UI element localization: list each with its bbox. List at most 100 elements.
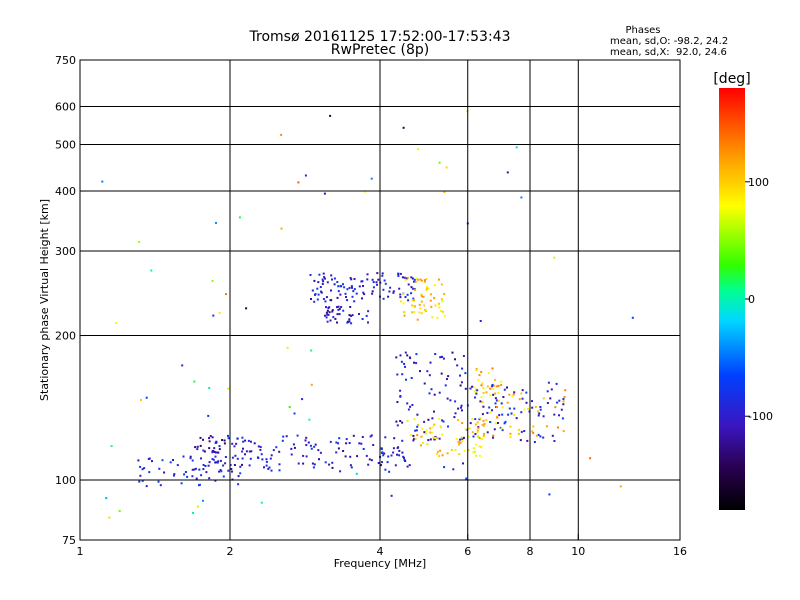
- echo-point: [532, 431, 535, 434]
- echo-point: [366, 278, 369, 281]
- echo-point: [459, 441, 462, 444]
- echo-point: [546, 390, 549, 393]
- echo-point: [280, 227, 283, 230]
- echo-point: [437, 278, 440, 281]
- echo-point: [361, 436, 364, 438]
- echo-point: [507, 413, 510, 416]
- echo-point: [337, 305, 340, 308]
- y-tick-label: 500: [55, 139, 76, 152]
- echo-point: [420, 295, 423, 298]
- echo-point: [481, 401, 484, 403]
- echo-point: [403, 314, 406, 317]
- echo-point: [497, 392, 500, 394]
- echo-point: [141, 468, 144, 471]
- echo-point: [407, 299, 410, 302]
- echo-point: [442, 420, 445, 423]
- echo-point: [332, 316, 335, 319]
- echo-point: [420, 312, 423, 315]
- echo-point: [487, 372, 490, 375]
- echo-point: [310, 298, 312, 300]
- echo-point: [432, 436, 435, 439]
- echo-point: [461, 409, 463, 412]
- echo-point: [438, 306, 441, 309]
- echo-point: [105, 497, 108, 500]
- echo-point: [478, 445, 481, 448]
- echo-point: [556, 401, 559, 404]
- echo-point: [431, 426, 434, 429]
- y-axis-label: Stationary phase Virtual Height [km]: [38, 199, 51, 401]
- echo-point: [158, 467, 161, 470]
- echo-point: [314, 293, 316, 296]
- echo-point: [497, 400, 500, 402]
- echo-point: [492, 436, 494, 439]
- echo-point: [558, 414, 560, 417]
- echo-point: [202, 449, 205, 452]
- echo-point: [619, 485, 622, 488]
- echo-point: [553, 256, 556, 259]
- echo-point: [208, 387, 211, 389]
- echo-point: [325, 296, 328, 299]
- echo-point: [536, 410, 539, 413]
- echo-point: [325, 306, 327, 309]
- echo-point: [399, 296, 402, 299]
- echo-point: [439, 425, 442, 428]
- echo-point: [249, 457, 252, 460]
- echo-point: [215, 221, 217, 224]
- echo-point: [415, 429, 418, 432]
- echo-point: [498, 414, 501, 417]
- echo-point: [151, 460, 153, 463]
- echo-point: [545, 425, 548, 428]
- echo-point: [324, 461, 327, 464]
- x-tick-label: 16: [673, 545, 687, 558]
- echo-point: [316, 287, 319, 290]
- echo-point: [212, 314, 215, 317]
- echo-point: [500, 380, 503, 383]
- echo-point: [293, 446, 296, 449]
- echo-point: [495, 399, 498, 402]
- echo-point: [220, 470, 223, 473]
- echo-point: [434, 353, 437, 355]
- echo-point: [412, 434, 415, 437]
- echo-point: [501, 406, 504, 409]
- echo-point: [525, 401, 528, 404]
- echo-point: [389, 286, 392, 289]
- echo-point: [411, 277, 414, 280]
- echo-point: [331, 309, 334, 312]
- echo-point: [419, 278, 422, 281]
- echo-point: [510, 412, 513, 415]
- echo-point: [427, 439, 430, 442]
- echo-point: [293, 412, 296, 415]
- echo-point: [509, 432, 512, 435]
- echo-point: [371, 278, 374, 281]
- echo-point: [428, 392, 431, 395]
- echo-point: [214, 461, 217, 464]
- echo-point: [238, 216, 241, 219]
- echo-point: [402, 126, 405, 129]
- echo-point: [371, 290, 374, 293]
- echo-point: [481, 382, 484, 385]
- echo-point: [443, 314, 446, 317]
- echo-point: [340, 306, 343, 308]
- echo-point: [472, 451, 475, 454]
- echo-point: [270, 454, 273, 457]
- echo-point: [282, 435, 285, 438]
- echo-point: [349, 277, 352, 279]
- echo-point: [415, 353, 418, 356]
- echo-point: [236, 437, 239, 440]
- echo-point: [200, 474, 203, 477]
- echo-point: [492, 384, 495, 387]
- echo-point: [438, 437, 441, 440]
- echo-point: [272, 449, 275, 452]
- echo-point: [384, 282, 387, 285]
- echo-point: [331, 461, 334, 464]
- echo-point: [208, 437, 211, 440]
- echo-point: [503, 422, 506, 425]
- echo-point: [213, 451, 216, 453]
- echo-point: [443, 466, 446, 469]
- echo-point: [139, 465, 142, 468]
- echo-point: [157, 480, 160, 483]
- echo-point: [489, 394, 492, 397]
- echo-point: [204, 465, 207, 467]
- echo-point: [476, 421, 479, 424]
- echo-point: [414, 437, 417, 440]
